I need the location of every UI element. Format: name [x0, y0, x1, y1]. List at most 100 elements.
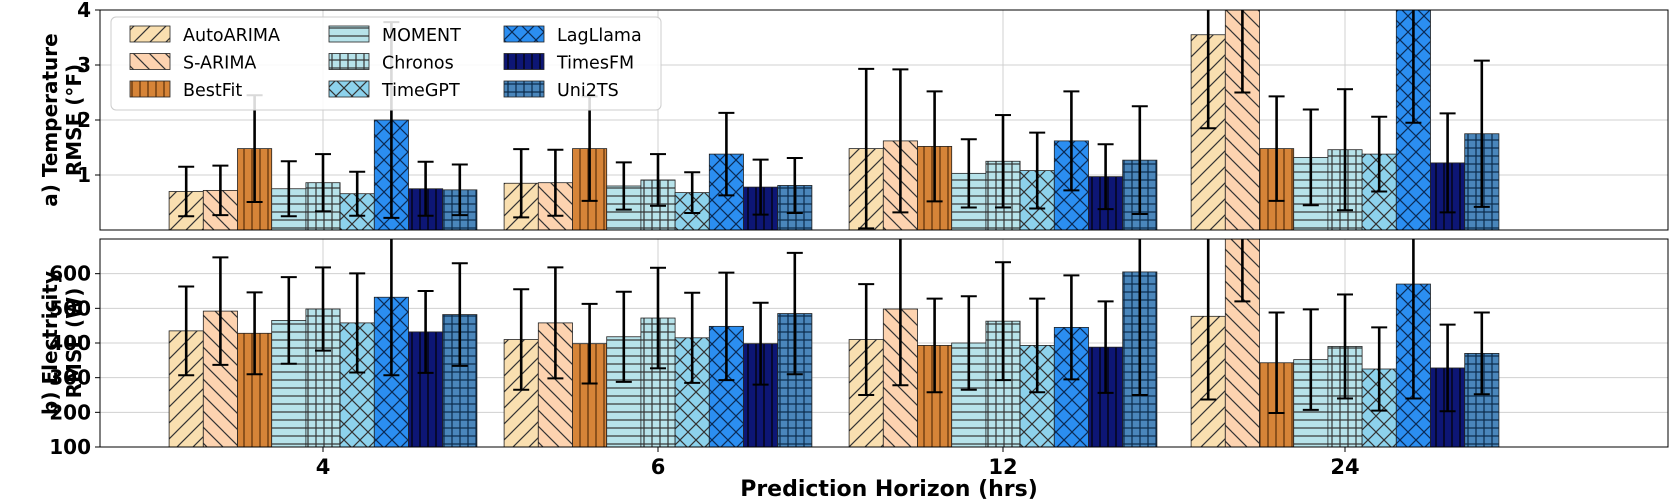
bottom-errorbar-s-arima-6: [547, 266, 564, 380]
bottom-y-tick-label: 200: [49, 400, 91, 424]
top-y-tick-label: 2: [77, 108, 91, 132]
top-y-tick-label: 1: [77, 163, 91, 187]
top-errorbar-autoarima-4: [178, 165, 195, 218]
legend-swatch-bestfit: [129, 80, 171, 98]
legend: AutoARIMA S-ARIMA BestFit MOMENT Chronos Time…: [110, 16, 662, 111]
bottom-errorbar-s-arima-24: [1234, 239, 1251, 303]
bottom-errorbar-lagllama-4: [383, 239, 400, 377]
bottom-errorbar-bestfit-24: [1268, 311, 1285, 415]
bottom-errorbar-chronos-24: [1337, 293, 1353, 400]
bottom-y-axis-label-line1: b) Electricity: [38, 271, 62, 415]
legend-item-uni2ts: Uni2TS: [503, 80, 619, 101]
bottom-errorbar-moment-12: [960, 295, 977, 391]
top-errorbar-lagllama-6: [718, 111, 735, 197]
top-errorbar-s-arima-4: [212, 164, 229, 217]
bottom-errorbar-bestfit-4: [246, 291, 263, 376]
bottom-errorbar-bestfit-6: [581, 302, 598, 385]
top-errorbar-lagllama-24: [1405, 10, 1422, 124]
legend-item-chronos: Chronos: [328, 53, 454, 74]
top-errorbar-uni2ts-6: [786, 156, 803, 214]
legend-swatch-timegpt: [328, 80, 370, 98]
legend-label-autoarima: AutoARIMA: [183, 26, 280, 46]
top-y-axis-label-line2: RMSE (°F): [62, 64, 86, 176]
top-errorbar-timegpt-4: [349, 170, 366, 217]
top-errorbar-moment-12: [960, 138, 977, 209]
bottom-errorbar-moment-6: [615, 290, 632, 383]
bottom-errorbar-timegpt-6: [684, 291, 701, 384]
bottom-errorbar-moment-24: [1302, 308, 1319, 411]
legend-swatch-s-arima: [129, 53, 171, 70]
bottom-errorbar-lagllama-24: [1405, 239, 1422, 400]
bottom-errorbar-chronos-6: [650, 266, 666, 370]
legend-item-bestfit: BestFit: [129, 80, 242, 101]
legend-swatch-autoarima: [129, 25, 171, 43]
bottom-y-tick-label: 400: [49, 331, 91, 355]
legend-label-chronos: Chronos: [382, 54, 454, 74]
top-errorbar-timegpt-6: [684, 171, 701, 214]
top-errorbar-chronos-6: [650, 153, 666, 207]
top-errorbar-s-arima-12: [892, 68, 909, 214]
top-errorbar-timesfm-6: [752, 158, 769, 216]
bottom-errorbar-moment-4: [280, 276, 297, 365]
top-errorbar-bestfit-24: [1268, 95, 1285, 202]
legend-label-timesfm: TimesFM: [556, 54, 634, 74]
x-tick-label-4: 4: [316, 455, 331, 479]
legend-item-moment: MOMENT: [328, 25, 461, 46]
x-tick-label-24: 24: [1330, 455, 1359, 479]
legend-item-timegpt: TimeGPT: [328, 80, 460, 101]
bottom-errorbar-timegpt-4: [349, 272, 366, 374]
bottom-errorbar-s-arima-12: [892, 239, 909, 387]
legend-label-s-arima: S-ARIMA: [183, 54, 256, 74]
top-errorbar-chronos-12: [995, 114, 1011, 209]
bottom-errorbar-timesfm-12: [1097, 300, 1114, 394]
bottom-errorbar-autoarima-12: [858, 283, 875, 396]
top-axes-frame: [99, 9, 1669, 231]
bottom-y-axis-label-line2: RMSE (W): [62, 288, 86, 399]
top-errorbar-autoarima-24: [1200, 10, 1217, 130]
legend-label-bestfit: BestFit: [183, 81, 242, 101]
top-errorbar-chronos-4: [315, 153, 331, 213]
bottom-errorbar-bestfit-12: [926, 297, 943, 394]
bottom-errorbar-lagllama-12: [1063, 274, 1080, 381]
bottom-y-tick-label: 500: [49, 296, 91, 320]
legend-swatch-timesfm: [503, 53, 545, 70]
legend-label-lagllama: LagLlama: [557, 26, 642, 46]
top-errorbar-s-arima-24: [1234, 10, 1251, 94]
bottom-errorbar-chronos-12: [995, 261, 1011, 382]
bottom-errorbar-timesfm-24: [1439, 323, 1456, 413]
bottom-errorbar-timegpt-12: [1029, 297, 1046, 394]
bottom-errorbar-uni2ts-6: [786, 251, 803, 376]
bottom-errorbar-autoarima-4: [178, 285, 195, 377]
bottom-errorbar-chronos-4: [315, 266, 331, 352]
top-errorbar-moment-4: [280, 160, 297, 218]
legend-label-timegpt: TimeGPT: [381, 81, 460, 101]
top-errorbar-autoarima-12: [858, 67, 875, 230]
legend-label-uni2ts: Uni2TS: [557, 81, 619, 101]
legend-item-lagllama: LagLlama: [503, 25, 642, 46]
bottom-errorbar-lagllama-6: [718, 271, 735, 382]
top-errorbar-timegpt-12: [1029, 131, 1046, 210]
legend-swatch-moment: [328, 25, 370, 43]
bottom-errorbar-uni2ts-4: [451, 262, 468, 367]
legend-swatch-chronos: [328, 53, 370, 70]
top-errorbar-lagllama-12: [1063, 90, 1080, 192]
legend-item-s-arima: S-ARIMA: [129, 53, 256, 74]
top-errorbar-moment-24: [1302, 108, 1319, 207]
top-y-tick-label: 3: [77, 53, 91, 77]
legend-swatch-uni2ts: [503, 80, 545, 98]
bottom-errorbar-uni2ts-12: [1131, 239, 1148, 396]
top-errorbar-moment-6: [615, 161, 632, 211]
x-axis-label: Prediction Horizon (hrs): [740, 477, 1038, 500]
x-tick-label-12: 12: [988, 455, 1017, 479]
top-errorbar-bestfit-12: [926, 90, 943, 203]
bottom-errorbar-timesfm-4: [417, 290, 434, 374]
legend-item-autoarima: AutoARIMA: [129, 25, 280, 46]
bottom-errorbar-uni2ts-24: [1473, 311, 1490, 396]
top-errorbar-timesfm-12: [1097, 143, 1114, 211]
bottom-errorbar-autoarima-6: [513, 288, 530, 391]
top-y-axis-label-line1: a) Temperature: [38, 33, 62, 206]
top-errorbar-uni2ts-24: [1473, 59, 1490, 208]
